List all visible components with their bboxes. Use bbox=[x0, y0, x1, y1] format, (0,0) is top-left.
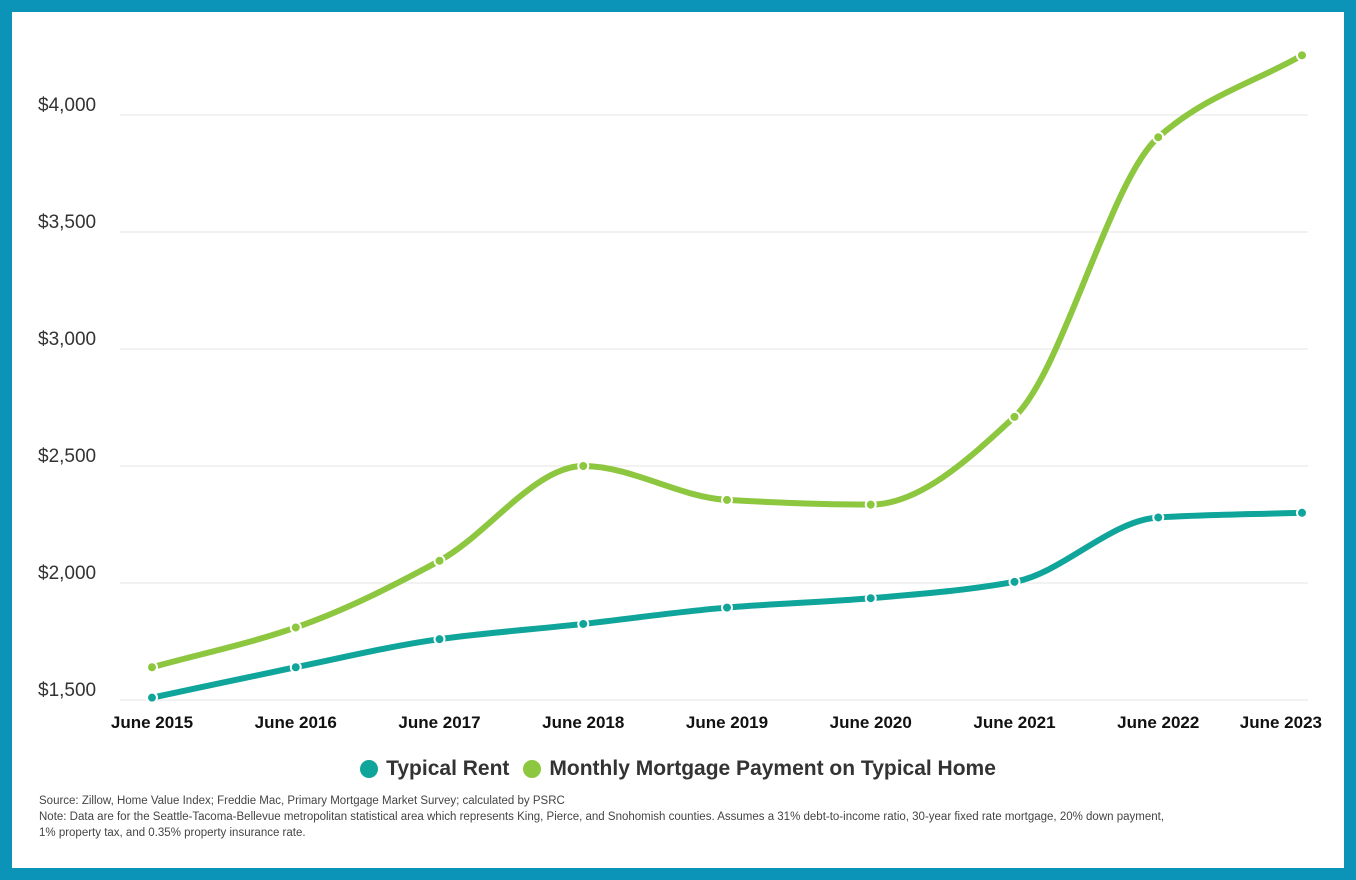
x-tick-label: June 2016 bbox=[255, 713, 337, 732]
methodology-note-line-2: 1% property tax, and 0.35% property insu… bbox=[39, 827, 306, 839]
legend-label-typical-rent: Typical Rent bbox=[386, 757, 510, 780]
y-tick-label: $4,000 bbox=[38, 95, 96, 116]
legend-item-mortgage: Monthly Mortgage Payment on Typical Home bbox=[523, 757, 996, 781]
series-line bbox=[149, 52, 1305, 671]
data-point bbox=[1152, 131, 1165, 144]
y-axis-tick-labels: $1,500 $2,000 $2,500 $3,000 $3,500 $4,000 bbox=[38, 95, 96, 701]
x-tick-label: June 2019 bbox=[686, 713, 768, 732]
y-tick-label: $3,500 bbox=[38, 212, 96, 233]
data-point bbox=[433, 554, 446, 567]
gridlines bbox=[120, 114, 1308, 701]
data-point bbox=[1296, 506, 1308, 519]
legend-swatch-typical-rent bbox=[360, 760, 379, 778]
series-lines bbox=[149, 52, 1305, 701]
x-tick-label: June 2017 bbox=[398, 713, 480, 732]
y-tick-label: $1,500 bbox=[38, 680, 96, 701]
data-point bbox=[289, 621, 302, 634]
y-tick-label: $2,000 bbox=[38, 563, 96, 584]
line-chart: $1,500 $2,000 $2,500 $3,000 $3,500 $4,000 Jun… bbox=[38, 49, 1322, 732]
x-tick-label: June 2015 bbox=[111, 713, 193, 732]
x-tick-label: June 2022 bbox=[1117, 713, 1199, 732]
data-point bbox=[577, 460, 590, 472]
chart-panel: $1,500 $2,000 $2,500 $3,000 $3,500 $4,000 Jun… bbox=[12, 12, 1344, 868]
data-point bbox=[146, 661, 158, 674]
data-point bbox=[721, 493, 733, 506]
data-point bbox=[721, 601, 733, 614]
series-points bbox=[146, 49, 1308, 704]
legend-item-typical-rent: Typical Rent bbox=[360, 757, 509, 781]
legend: Typical Rent Monthly Mortgage Payment on… bbox=[12, 757, 1344, 781]
x-axis-tick-labels: June 2015 June 2016 June 2017 June 2018 June… bbox=[111, 713, 1322, 732]
data-point bbox=[577, 617, 590, 630]
data-point bbox=[433, 633, 446, 646]
chart-notes: Source: Zillow, Home Value Index; Freddi… bbox=[39, 793, 1239, 841]
data-point bbox=[1296, 49, 1308, 62]
x-tick-label: June 2023 bbox=[1240, 713, 1322, 732]
data-point bbox=[864, 498, 877, 511]
y-tick-label: $3,000 bbox=[38, 329, 96, 350]
data-point bbox=[1008, 410, 1021, 423]
x-tick-label: June 2018 bbox=[542, 713, 624, 732]
data-point bbox=[146, 691, 158, 704]
x-tick-label: June 2021 bbox=[973, 713, 1055, 732]
data-point bbox=[864, 592, 877, 605]
legend-swatch-mortgage bbox=[523, 760, 542, 778]
methodology-note-line-1: Note: Data are for the Seattle-Tacoma-Be… bbox=[39, 811, 1165, 823]
data-point bbox=[1152, 511, 1165, 524]
y-tick-label: $2,500 bbox=[38, 446, 96, 467]
data-point bbox=[289, 661, 302, 674]
source-note: Source: Zillow, Home Value Index; Freddi… bbox=[39, 795, 565, 807]
legend-label-mortgage: Monthly Mortgage Payment on Typical Home bbox=[549, 757, 996, 780]
data-point bbox=[1008, 575, 1021, 588]
x-tick-label: June 2020 bbox=[830, 713, 912, 732]
